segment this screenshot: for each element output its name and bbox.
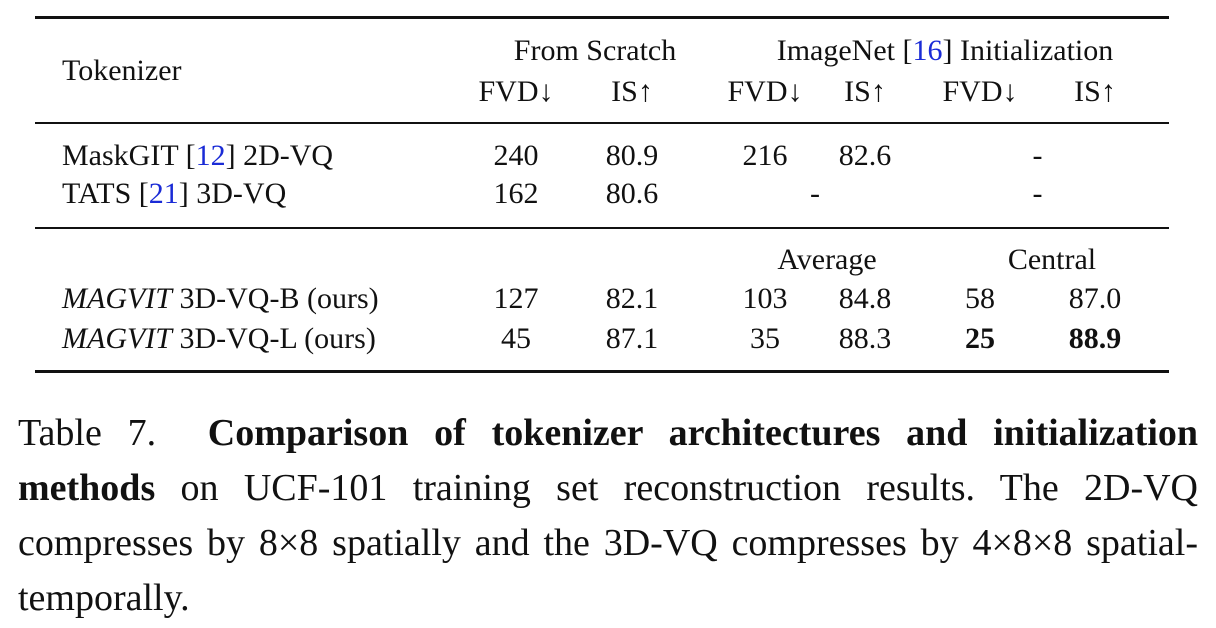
- row-label-part: ] 3D-VQ: [178, 177, 287, 210]
- cell: 103: [742, 282, 788, 315]
- header-group: From Scratch: [513, 34, 677, 67]
- column-header: FVD↓: [942, 75, 1018, 108]
- mid-rule: [35, 227, 1169, 229]
- row-label-part: MaskGIT [: [62, 139, 196, 172]
- row-label-part: TATS [: [62, 177, 149, 210]
- row-label: TATS [21] 3D-VQ: [62, 179, 286, 209]
- row-label: MAGVIT 3D-VQ-B (ours): [62, 284, 379, 314]
- cell: 87.1: [605, 322, 659, 355]
- header-group-part: ] Initialization: [942, 34, 1114, 67]
- cell: 216: [742, 139, 788, 172]
- cell: -: [810, 177, 820, 210]
- cell: 58: [965, 282, 995, 315]
- row-label-part: MAGVIT: [62, 322, 172, 355]
- cell: -: [1032, 177, 1043, 210]
- header-group: ImageNet [16] Initialization: [777, 36, 1114, 66]
- column-header: IS↑: [844, 75, 886, 108]
- header-group-part: ImageNet [: [776, 34, 913, 67]
- cell: 88.3: [838, 322, 892, 355]
- row-label-part: 12: [195, 139, 226, 172]
- cell: 240: [493, 139, 539, 172]
- header-group-part: 16: [912, 34, 943, 67]
- row-label-part: MAGVIT: [62, 282, 172, 315]
- caption-text: on UCF-101 training set reconstruction r…: [18, 467, 1199, 619]
- caption-bold: Comparison of tokenizer architectures an…: [18, 412, 1199, 509]
- column-header: FVD↓: [478, 75, 554, 108]
- header-cell: Tokenizer: [62, 54, 182, 87]
- column-header: FVD↓: [727, 75, 803, 108]
- column-header: IS↑: [1074, 75, 1116, 108]
- cell: 87.0: [1068, 282, 1122, 315]
- cell: 80.9: [605, 139, 659, 172]
- cell: 88.9: [1068, 322, 1122, 355]
- cell: 127: [493, 282, 539, 315]
- caption-label: Table 7.: [18, 412, 157, 454]
- column-header: IS↑: [611, 75, 653, 108]
- row-label-part: 3D-VQ-B (ours): [171, 282, 379, 315]
- cell: 35: [750, 322, 780, 355]
- cell: 84.8: [838, 282, 892, 315]
- caption: Table 7. Comparison of tokenizer archite…: [18, 406, 1198, 626]
- row-label-part: ] 2D-VQ: [225, 139, 334, 172]
- row-label-part: 3D-VQ-L (ours): [171, 322, 376, 355]
- cell: 82.1: [605, 282, 659, 315]
- cell: 82.6: [838, 139, 892, 172]
- cell: 25: [965, 322, 995, 355]
- row-label: MaskGIT [12] 2D-VQ: [62, 141, 333, 171]
- top-rule: [35, 16, 1169, 19]
- mid-rule: [35, 122, 1169, 124]
- cell: 80.6: [605, 177, 659, 210]
- row-label: MAGVIT 3D-VQ-L (ours): [62, 324, 376, 354]
- subheader: Average: [777, 243, 877, 276]
- cell: 162: [493, 177, 539, 210]
- cell: -: [1032, 139, 1043, 172]
- cell: 45: [501, 322, 531, 355]
- row-label-part: 21: [148, 177, 179, 210]
- bottom-rule: [35, 370, 1169, 373]
- subheader: Central: [1007, 243, 1097, 276]
